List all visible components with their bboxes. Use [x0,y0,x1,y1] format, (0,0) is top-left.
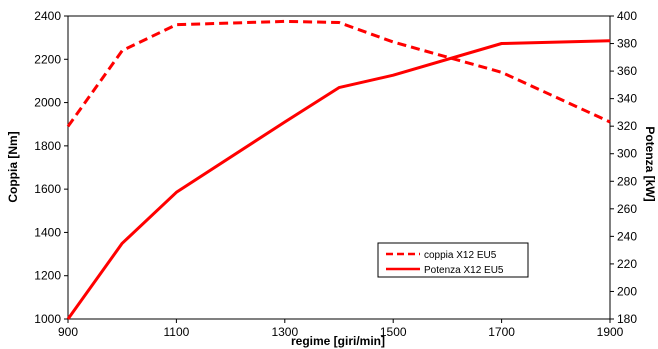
right-tick-label: 400 [617,9,637,23]
left-tick-label: 2200 [34,52,61,66]
left-tick-label: 1600 [34,182,61,196]
right-tick-label: 220 [617,257,637,271]
x-tick-label: 1300 [271,325,298,339]
x-tick-label: 1700 [488,325,515,339]
x-axis-ticks: 900 1100 1300 1500 1700 1900 [58,319,624,339]
left-axis-title: Coppia [Nm] [6,131,20,202]
right-tick-label: 340 [617,92,637,106]
x-tick-label: 900 [58,325,78,339]
right-tick-label: 280 [617,174,637,188]
right-tick-label: 300 [617,147,637,161]
right-tick-label: 260 [617,202,637,216]
plot-border [67,15,611,320]
legend-label-potenza: Potenza X12 EU5 [424,265,504,276]
left-tick-label: 1800 [34,139,61,153]
legend-label-coppia: coppia X12 EU5 [424,250,497,261]
left-tick-label: 1400 [34,225,61,239]
coppia-series-line [66,19,611,128]
right-axis-ticks: 180 200 220 240 260 280 300 320 340 360 380 400 [610,9,637,326]
left-tick-label: 1200 [34,269,61,283]
left-tick-label: 1000 [34,312,61,326]
legend: coppia X12 EU5 Potenza X12 EU5 [377,242,529,278]
right-tick-label: 180 [617,312,637,326]
x-axis-title: regime [giri/min] [291,334,385,348]
x-tick-label: 1900 [597,325,624,339]
left-tick-label: 2000 [34,96,61,110]
right-tick-label: 380 [617,37,637,51]
potenza-series-line [66,39,611,320]
right-tick-label: 240 [617,229,637,243]
right-tick-label: 200 [617,284,637,298]
right-axis-title: Potenza [kW] [643,126,657,201]
x-tick-label: 1500 [380,325,407,339]
right-tick-label: 360 [617,64,637,78]
legend-box [377,242,529,278]
left-tick-label: 2400 [34,9,61,23]
left-axis-ticks: 1000 1200 1400 1600 1800 2000 2200 2400 [34,9,68,326]
right-tick-label: 320 [617,119,637,133]
x-tick-label: 1100 [163,325,189,339]
series-layer [66,19,611,320]
plot-area [67,15,611,320]
